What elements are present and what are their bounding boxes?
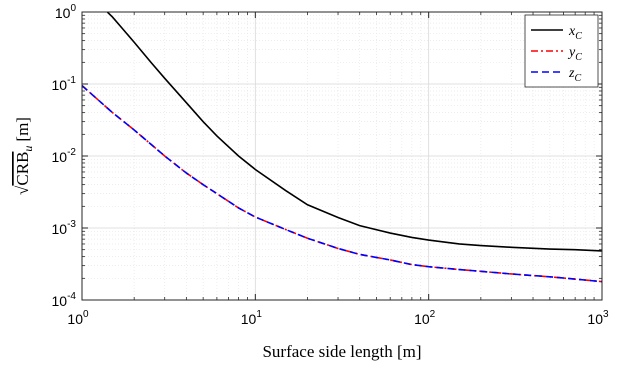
x-tick-label: 101 (241, 309, 263, 327)
y-tick-label: 10-2 (52, 147, 77, 165)
legend-entry-base: x (568, 24, 576, 39)
major-grid (82, 12, 602, 300)
legend-entry-subscript: C (575, 52, 582, 63)
x-tick-labels: 100 101 102 103 (67, 309, 609, 327)
x-tick-label-exponent: 2 (430, 309, 436, 320)
y-tick-label-base: 10 (52, 293, 68, 309)
series-line-z-C (82, 85, 602, 283)
x-tick-label: 100 (67, 309, 89, 327)
y-tick-label-exponent: -1 (67, 75, 76, 86)
y-tick-label-exponent: -3 (67, 219, 76, 230)
y-tick-label-base: 10 (52, 221, 68, 237)
legend-entry-label: xC (568, 24, 582, 42)
y-tick-label: 10-4 (52, 291, 77, 309)
x-tick-label-exponent: 3 (603, 309, 609, 320)
y-tick-label-base: 10 (55, 5, 71, 21)
series-line-x-C (106, 12, 602, 252)
plot-lines (82, 12, 602, 283)
x-axis-label: Surface side length [m] (262, 342, 421, 361)
x-tick-label-base: 10 (587, 311, 603, 327)
y-tick-label: 100 (55, 3, 77, 21)
y-axis-label-unit: [m] (13, 117, 32, 142)
y-axis-label: √CRBu [m] (13, 117, 35, 195)
y-axis-label-radical: √ (13, 185, 32, 195)
x-tick-label: 102 (414, 309, 436, 327)
y-tick-label-exponent: -2 (67, 147, 76, 158)
series-line-y-C (82, 85, 602, 283)
legend-entry-label: yC (567, 45, 582, 63)
legend-entry-label: zC (568, 66, 581, 84)
legend-entry-base: y (567, 45, 576, 60)
legend-entry-subscript: C (574, 73, 581, 84)
x-tick-label: 103 (587, 309, 609, 327)
y-tick-label: 10-1 (52, 75, 77, 93)
x-tick-label-exponent: 0 (83, 309, 89, 320)
x-tick-label-base: 10 (414, 311, 430, 327)
y-tick-label-exponent: 0 (70, 3, 76, 14)
legend-entry-subscript: C (575, 31, 582, 42)
y-axis-label-base: CRB (13, 152, 32, 186)
x-tick-label-exponent: 1 (256, 309, 262, 320)
y-tick-label-base: 10 (52, 77, 68, 93)
x-tick-label-base: 10 (241, 311, 257, 327)
y-tick-label: 10-3 (52, 219, 77, 237)
y-tick-label-exponent: -4 (67, 291, 76, 302)
y-axis-label-subscript: u (21, 146, 35, 152)
legend-entry-base: z (568, 66, 575, 81)
y-tick-label-base: 10 (52, 149, 68, 165)
tick-marks (81, 11, 603, 301)
x-tick-label-base: 10 (67, 311, 83, 327)
